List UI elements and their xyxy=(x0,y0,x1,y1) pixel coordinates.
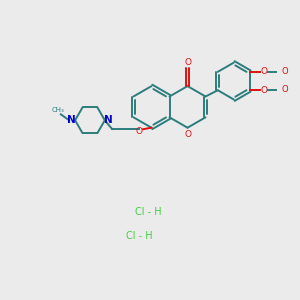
Text: O: O xyxy=(281,85,288,94)
Text: N: N xyxy=(67,115,76,125)
Text: O: O xyxy=(135,127,142,136)
Text: Cl - H: Cl - H xyxy=(135,207,162,218)
Text: O: O xyxy=(260,86,268,95)
Text: O: O xyxy=(184,58,191,67)
Text: O: O xyxy=(260,67,268,76)
Text: CH₃: CH₃ xyxy=(52,107,64,113)
Text: O: O xyxy=(184,130,191,139)
Text: Cl - H: Cl - H xyxy=(126,231,153,241)
Text: N: N xyxy=(104,115,113,125)
Text: O: O xyxy=(281,67,288,76)
